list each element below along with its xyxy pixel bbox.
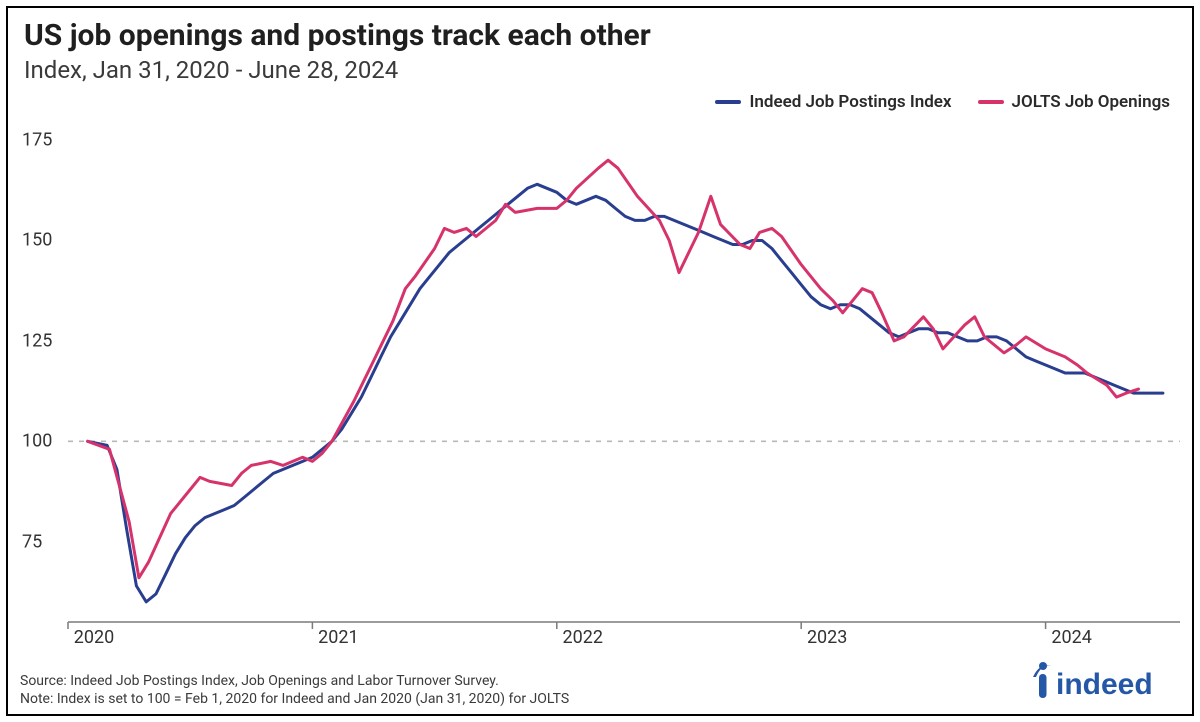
chart-frame: US job openings and postings track each …: [6, 6, 1194, 716]
chart-area: Indeed Job Postings Index JOLTS Job Open…: [8, 92, 1192, 656]
x-tick-label: 2024: [1051, 627, 1091, 648]
logo-text: indeed: [1056, 668, 1153, 700]
chart-svg: [8, 92, 1192, 656]
chart-footer: Source: Indeed Job Postings Index, Job O…: [20, 673, 569, 708]
y-tick-label: 75: [22, 531, 42, 552]
x-tick-label: 2022: [563, 627, 603, 648]
x-tick-label: 2021: [318, 627, 358, 648]
indeed-logo: indeed: [1030, 660, 1170, 704]
chart-title: US job openings and postings track each …: [24, 18, 651, 53]
y-tick-label: 150: [22, 230, 52, 251]
y-tick-label: 175: [22, 130, 52, 151]
footer-note: Note: Index is set to 100 = Feb 1, 2020 …: [20, 691, 569, 709]
footer-source: Source: Indeed Job Postings Index, Job O…: [20, 673, 569, 691]
x-tick-label: 2023: [807, 627, 847, 648]
chart-subtitle: Index, Jan 31, 2020 - June 28, 2024: [24, 56, 398, 84]
y-tick-label: 100: [22, 431, 52, 452]
y-tick-label: 125: [22, 330, 52, 351]
x-tick-label: 2020: [74, 627, 114, 648]
